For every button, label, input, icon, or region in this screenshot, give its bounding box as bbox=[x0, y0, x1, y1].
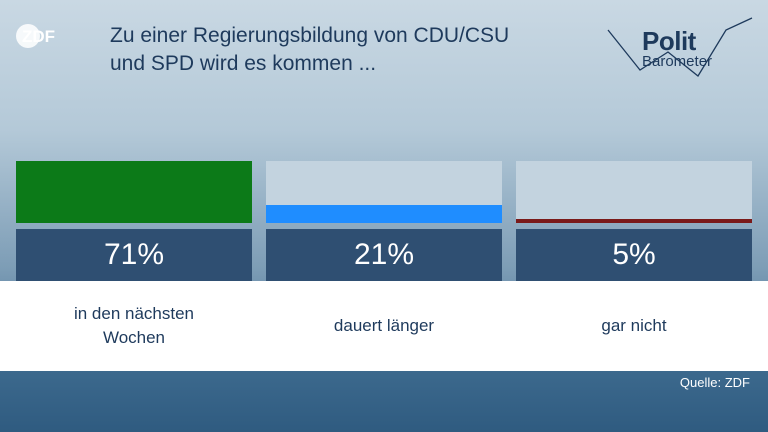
zdf-logo-text: ZDF bbox=[22, 27, 55, 46]
bar bbox=[516, 219, 752, 223]
source-note: Quelle: ZDF bbox=[679, 375, 750, 390]
chart-title: Zu einer Regierungsbildung von CDU/CSU u… bbox=[110, 22, 590, 78]
bar-column-1: 71% in den nächsten Wochen bbox=[16, 161, 252, 371]
bar-track bbox=[266, 161, 502, 223]
bar-chart: 71% in den nächsten Wochen 21% dauert länger… bbox=[0, 161, 768, 371]
politbarometer-zigzag-icon bbox=[607, 17, 753, 77]
value-label: 5% bbox=[516, 229, 752, 281]
bar bbox=[266, 205, 502, 223]
category-label-text: dauert länger bbox=[333, 316, 435, 335]
category-label: gar nicht bbox=[516, 281, 752, 371]
value-label: 71% bbox=[16, 229, 252, 281]
politbarometer-logo: Polit Barometer bbox=[606, 12, 756, 82]
category-label-text: in den nächsten Wochen bbox=[73, 304, 195, 347]
category-label: dauert länger bbox=[266, 281, 502, 371]
title-line-1: Zu einer Regierungsbildung von CDU/CSU bbox=[110, 24, 510, 47]
value-label: 21% bbox=[266, 229, 502, 281]
category-label-text: gar nicht bbox=[601, 316, 667, 335]
title-line-2: und SPD wird es kommen ... bbox=[110, 52, 377, 75]
bar-column-3: 5% gar nicht bbox=[516, 161, 752, 371]
bar bbox=[16, 161, 252, 223]
bar-track bbox=[16, 161, 252, 223]
zdf-logo: ZDF bbox=[16, 24, 55, 48]
brand-barometer: Barometer bbox=[642, 53, 713, 70]
category-label: in den nächsten Wochen bbox=[16, 281, 252, 371]
bar-column-2: 21% dauert länger bbox=[266, 161, 502, 371]
brand-polit: Polit bbox=[642, 26, 696, 56]
bar-track bbox=[516, 161, 752, 223]
label-panel bbox=[0, 281, 768, 371]
